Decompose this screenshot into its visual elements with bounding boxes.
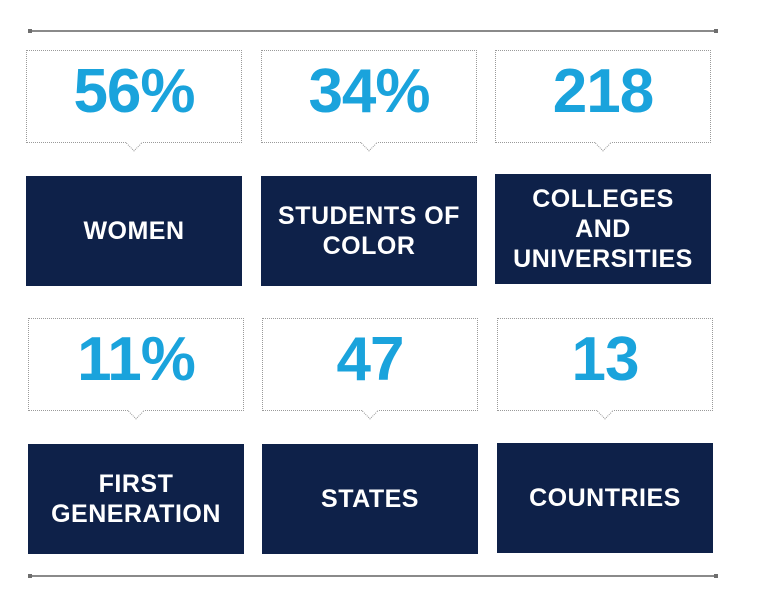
stat-label-box: STATES bbox=[262, 444, 478, 554]
stat-label: FIRST GENERATION bbox=[51, 470, 221, 528]
stat-label: COUNTRIES bbox=[529, 484, 681, 512]
stat-value-bubble: 47 bbox=[262, 318, 478, 411]
bottom-divider bbox=[28, 574, 718, 578]
stat-card-women: 56% WOMEN bbox=[26, 50, 242, 286]
stat-label-box: FIRST GENERATION bbox=[28, 444, 244, 554]
stat-label: COLLEGES AND UNIVERSITIES bbox=[513, 185, 693, 273]
stat-value-bubble: 56% bbox=[26, 50, 242, 143]
stat-label-box: WOMEN bbox=[26, 176, 242, 286]
stat-value: 218 bbox=[552, 56, 654, 126]
stat-card-states: 47 STATES bbox=[262, 318, 478, 554]
stat-label: WOMEN bbox=[83, 217, 185, 245]
stat-card-countries: 13 COUNTRIES bbox=[497, 318, 713, 553]
stat-label: STUDENTS OF COLOR bbox=[278, 202, 460, 260]
stat-value: 34% bbox=[308, 56, 430, 126]
stat-label-box: COUNTRIES bbox=[497, 443, 713, 553]
stat-label-box: COLLEGES AND UNIVERSITIES bbox=[495, 174, 711, 284]
stat-value-bubble: 34% bbox=[261, 50, 477, 143]
stat-card-colleges: 218 COLLEGES AND UNIVERSITIES bbox=[495, 50, 711, 284]
stat-value: 47 bbox=[336, 324, 405, 394]
stat-value: 56% bbox=[73, 56, 195, 126]
stat-label-box: STUDENTS OF COLOR bbox=[261, 176, 477, 286]
stat-card-students-of-color: 34% STUDENTS OF COLOR bbox=[261, 50, 477, 286]
stat-value-bubble: 218 bbox=[495, 50, 711, 143]
stat-value: 11% bbox=[77, 324, 196, 394]
stat-card-first-generation: 11% FIRST GENERATION bbox=[28, 318, 244, 554]
stat-value-bubble: 13 bbox=[497, 318, 713, 411]
stat-label: STATES bbox=[321, 485, 419, 513]
stat-value-bubble: 11% bbox=[28, 318, 244, 411]
stat-value: 13 bbox=[571, 324, 640, 394]
top-divider bbox=[28, 29, 718, 33]
